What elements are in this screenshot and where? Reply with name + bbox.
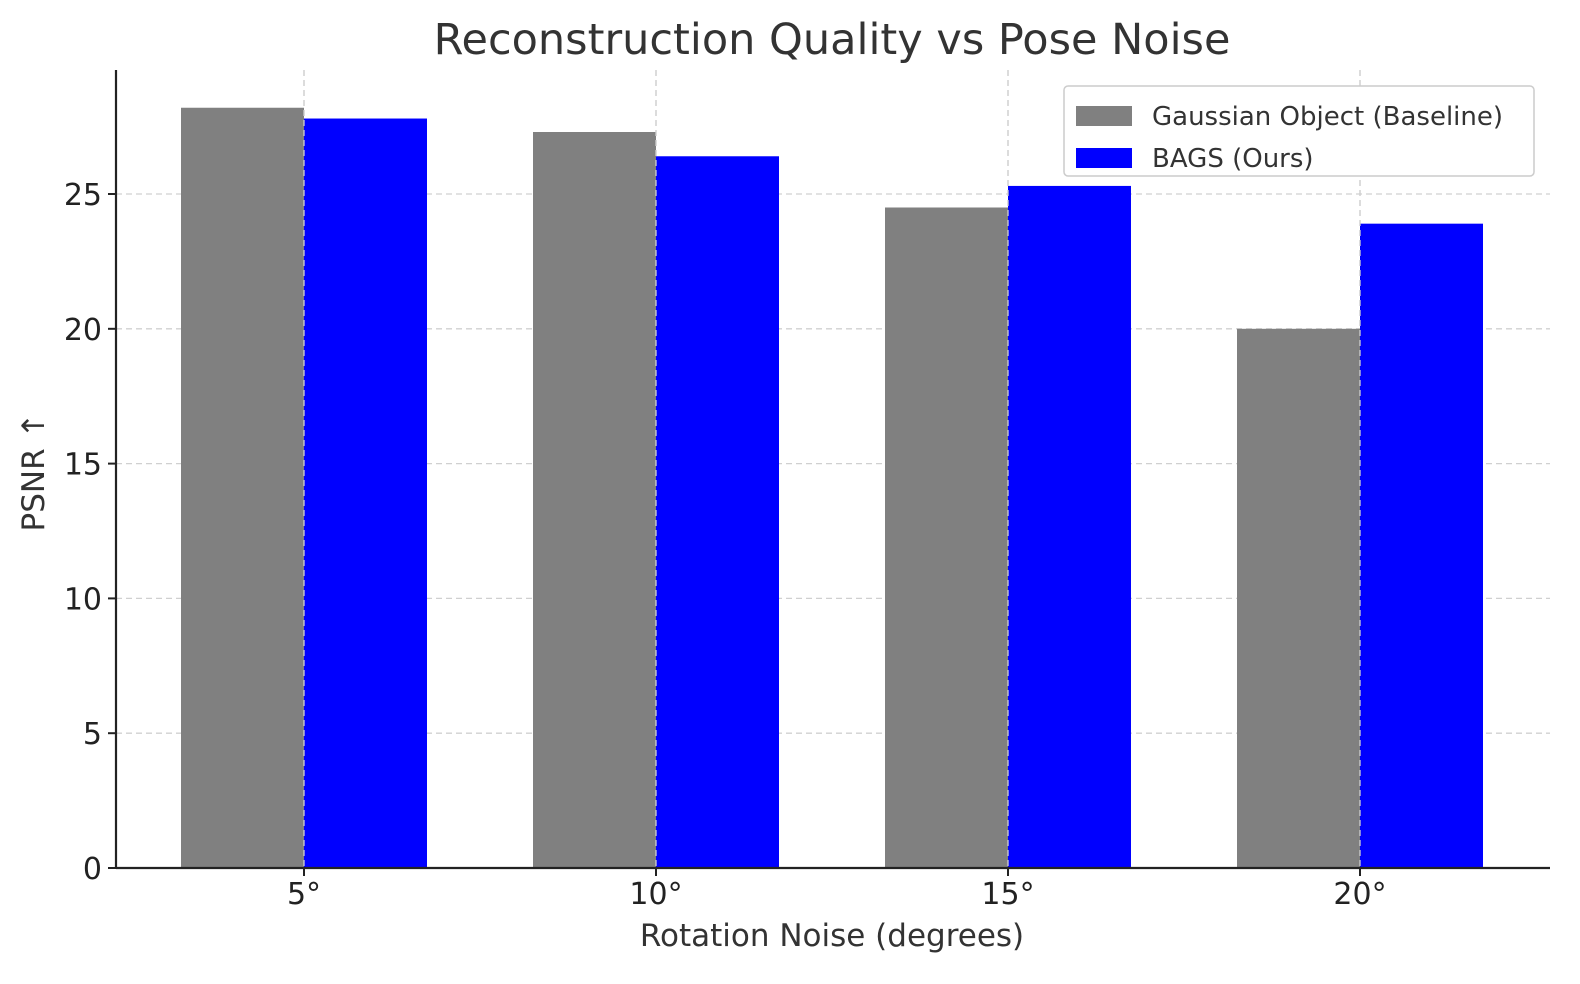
y-tick-label: 0 [83, 852, 102, 887]
y-ticks: 0 5 10 15 20 25 [64, 178, 116, 887]
y-axis-label: PSNR ↑ [16, 413, 52, 532]
legend-box [1063, 85, 1535, 177]
x-ticks: 5° 10° 15° 20° [287, 868, 1387, 912]
x-tick-label: 5° [287, 877, 321, 912]
bar-bags-3 [1360, 223, 1483, 868]
x-tick-label: 10° [629, 877, 682, 912]
chart-title: Reconstruction Quality vs Pose Noise [434, 15, 1231, 65]
x-tick-label: 20° [1333, 877, 1386, 912]
y-tick-label: 25 [64, 178, 102, 213]
bar-baseline-3 [1237, 328, 1360, 869]
y-tick-label: 15 [64, 448, 102, 483]
y-tick-label: 5 [83, 717, 102, 752]
axes [114, 70, 1550, 870]
legend-label: Gaussian Object (Baseline) [1152, 102, 1503, 132]
y-tick-label: 10 [64, 582, 102, 617]
x-tick-label: 15° [981, 877, 1034, 912]
bar-baseline-2 [885, 207, 1008, 869]
x-axis-label: Rotation Noise (degrees) [640, 918, 1024, 954]
legend-swatch [1076, 106, 1132, 126]
bar-baseline-1 [533, 132, 656, 868]
legend-swatch [1076, 148, 1132, 168]
bar-bags-1 [656, 156, 779, 868]
legend-label: BAGS (Ours) [1152, 144, 1314, 174]
bar-bags-0 [304, 118, 427, 868]
bar-bags-2 [1008, 185, 1131, 869]
legend: Gaussian Object (Baseline) BAGS (Ours) [1063, 85, 1535, 177]
bars [181, 70, 1483, 869]
y-tick-label: 20 [64, 313, 102, 348]
bar-baseline-0 [181, 107, 304, 869]
